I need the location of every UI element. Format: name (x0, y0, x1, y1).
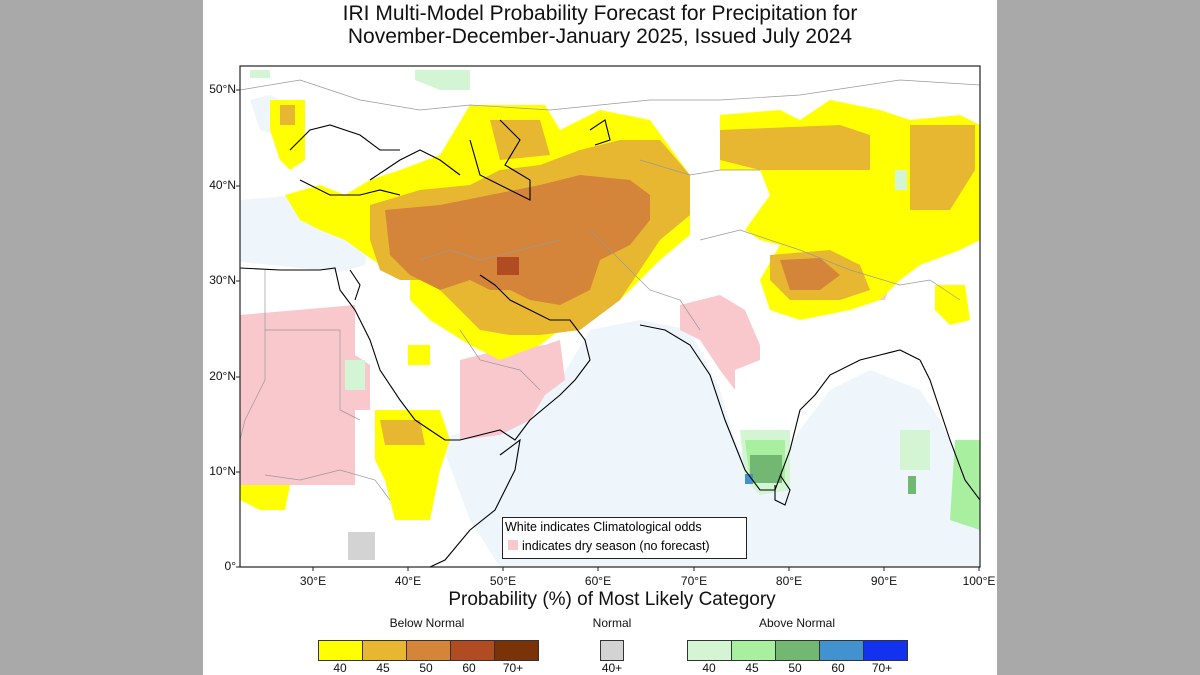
lat-label-10n: 10°N (209, 464, 236, 478)
map-frame (239, 65, 981, 568)
below-normal-swatch-60 (451, 641, 495, 660)
above-tick-45: 45 (745, 661, 759, 675)
below-tick-50: 50 (419, 661, 433, 675)
below-tick-70: 70+ (502, 661, 524, 675)
normal-tick-40: 40+ (601, 661, 623, 675)
below-normal-colorbar (318, 640, 539, 661)
below-normal-swatch-50 (407, 641, 451, 660)
normal-area (348, 532, 375, 560)
map-title-line2: November-December-January 2025, Issued J… (347, 25, 853, 48)
lon-label-70e: 70°E (680, 574, 708, 588)
lat-label-30n: 30°N (209, 273, 236, 287)
above-normal-swatch-60 (820, 641, 864, 660)
lon-label-40e: 40°E (394, 574, 422, 588)
lat-label-40n: 40°N (209, 178, 236, 192)
below-normal-swatch-40 (319, 641, 363, 660)
below-normal-60 (497, 257, 519, 275)
below-tick-60: 60 (462, 661, 476, 675)
above-normal-swatch-40 (688, 641, 732, 660)
note-climatology: White indicates Climatological odds (505, 520, 702, 534)
lat-label-0: 0° (224, 559, 236, 573)
above-normal-label: Above Normal (758, 616, 836, 630)
lon-label-30e: 30°E (299, 574, 327, 588)
normal-swatch-40plus (601, 641, 623, 660)
note-dry-season: indicates dry season (no forecast) (522, 539, 710, 553)
lon-label-100e: 100°E (962, 574, 996, 588)
below-normal-50 (385, 175, 840, 305)
lon-label-80e: 80°E (775, 574, 803, 588)
lat-label-50n: 50°N (209, 82, 236, 96)
below-normal-swatch-45 (363, 641, 407, 660)
axis-ticks (236, 89, 980, 571)
normal-colorbar (600, 640, 624, 661)
below-tick-40: 40 (333, 661, 347, 675)
dry-season-swatch (508, 540, 518, 550)
above-tick-40: 40 (702, 661, 716, 675)
above-normal-colorbar (687, 640, 908, 661)
lon-label-50e: 50°E (489, 574, 517, 588)
above-tick-50: 50 (788, 661, 802, 675)
normal-label: Normal (592, 616, 632, 630)
above-normal-swatch-45 (732, 641, 776, 660)
above-tick-70: 70+ (871, 661, 893, 675)
above-normal-swatch-50 (776, 641, 820, 660)
legend-note-box: White indicates Climatological odds indi… (502, 517, 747, 559)
above-normal-swatch-70plus (864, 641, 907, 660)
country-borders (240, 79, 980, 501)
lon-label-90e: 90°E (870, 574, 898, 588)
lat-label-20n: 20°N (209, 369, 236, 383)
map-title-line1: IRI Multi-Model Probability Forecast for… (342, 2, 858, 25)
below-normal-swatch-70plus (495, 641, 538, 660)
legend-title: Probability (%) of Most Likely Category (448, 589, 776, 610)
above-normal-areas (250, 70, 980, 530)
above-tick-60: 60 (831, 661, 845, 675)
lon-label-60e: 60°E (584, 574, 612, 588)
below-normal-label: Below Normal (389, 616, 465, 630)
coastlines (240, 119, 980, 567)
below-tick-45: 45 (376, 661, 390, 675)
